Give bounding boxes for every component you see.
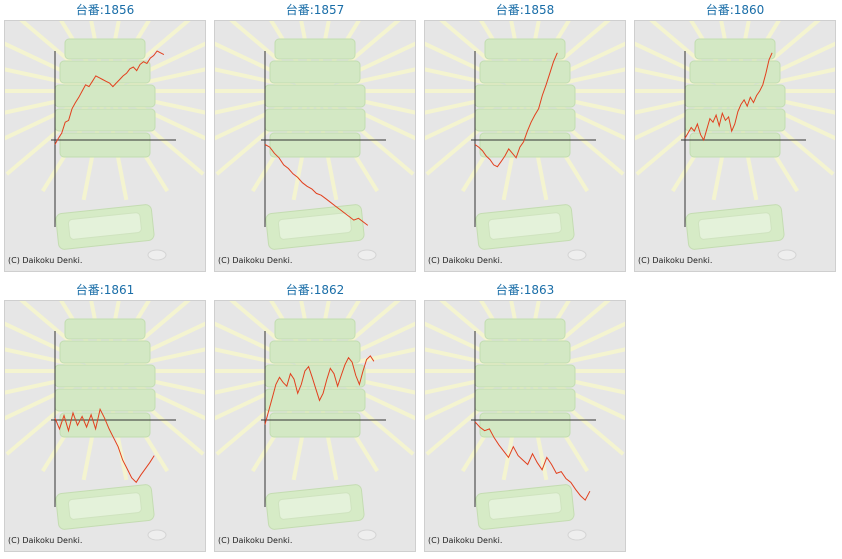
data-series-line (54, 50, 165, 145)
copyright-text: (C) Daikoku Denki. (8, 256, 83, 265)
chart-panel: 台番:1856 (C) Daikoku Denki. (0, 0, 210, 276)
chart-title: 台番:1860 (705, 3, 765, 17)
copyright-text: (C) Daikoku Denki. (428, 536, 503, 545)
chart-panel: 台番:1857 (C) Daikoku Denki. (210, 0, 420, 276)
pachinko-machine-illustration (5, 301, 205, 541)
data-series-line (264, 144, 369, 226)
chart-frame: (C) Daikoku Denki. (4, 20, 206, 272)
chart-frame: (C) Daikoku Denki. (214, 300, 416, 552)
line-chart (5, 301, 205, 541)
chart-panel: 台番:1860 (C) Daikoku Denki. (630, 0, 840, 276)
copyright-text: (C) Daikoku Denki. (218, 536, 293, 545)
pachinko-machine-illustration (5, 21, 205, 261)
copyright-text: (C) Daikoku Denki. (218, 256, 293, 265)
chart-title: 台番:1862 (285, 283, 345, 297)
chart-frame: (C) Daikoku Denki. (634, 20, 836, 272)
copyright-text: (C) Daikoku Denki. (428, 256, 503, 265)
chart-frame: (C) Daikoku Denki. (4, 300, 206, 552)
chart-title: 台番:1856 (75, 3, 135, 17)
pachinko-machine-illustration (215, 301, 415, 541)
chart-frame: (C) Daikoku Denki. (424, 20, 626, 272)
line-chart (425, 21, 625, 261)
line-chart (5, 21, 205, 261)
line-chart (215, 301, 415, 541)
copyright-text: (C) Daikoku Denki. (638, 256, 713, 265)
line-chart (215, 21, 415, 261)
chart-panel: 台番:1863 (C) Daikoku Denki. (420, 280, 630, 556)
chart-panel: 台番:1862 (C) Daikoku Denki. (210, 280, 420, 556)
chart-frame: (C) Daikoku Denki. (424, 300, 626, 552)
chart-frame: (C) Daikoku Denki. (214, 20, 416, 272)
pachinko-machine-illustration (425, 21, 625, 261)
data-series-line (264, 355, 375, 425)
data-series-line (474, 421, 591, 501)
copyright-text: (C) Daikoku Denki. (8, 536, 83, 545)
pachinko-machine-illustration (215, 21, 415, 261)
chart-title: 台番:1858 (495, 3, 555, 17)
chart-title: 台番:1861 (75, 283, 135, 297)
chart-title: 台番:1857 (285, 3, 345, 17)
chart-title: 台番:1863 (495, 283, 555, 297)
data-series-line (474, 52, 558, 168)
pachinko-machine-illustration (425, 301, 625, 541)
chart-panel: 台番:1858 (C) Daikoku Denki. (420, 0, 630, 276)
chart-panel: 台番:1861 (C) Daikoku Denki. (0, 280, 210, 556)
data-series-line (684, 52, 773, 142)
line-chart (425, 301, 625, 541)
data-series-line (54, 407, 155, 484)
line-chart (635, 21, 835, 261)
